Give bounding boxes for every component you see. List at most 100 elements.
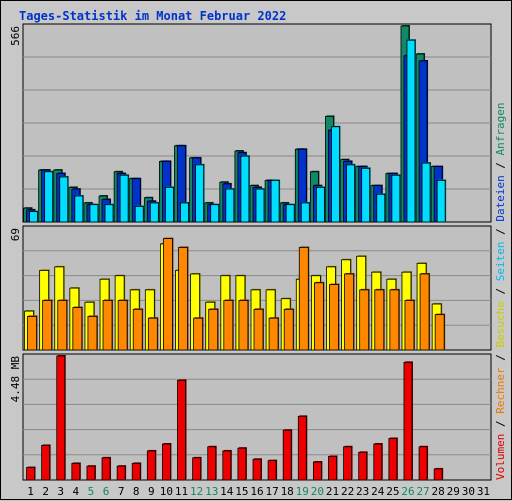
bar-volumen — [146, 450, 156, 481]
bar-volumen — [433, 468, 443, 481]
bar-volumen — [282, 429, 292, 481]
bar-seiten — [315, 186, 325, 223]
bar-seiten — [331, 126, 340, 223]
bar-volumen — [131, 462, 141, 481]
x-tick-label: 19 — [296, 485, 309, 498]
bar-volumen — [328, 456, 337, 481]
bar-seiten — [240, 155, 250, 223]
bar-rechner — [374, 289, 385, 351]
x-tick-label: 30 — [462, 485, 475, 498]
legend-entry: / — [494, 222, 507, 242]
right-legend: Volumen / Rechner / Besuche / Seiten / D… — [494, 102, 507, 480]
bar-seiten — [270, 180, 280, 223]
y-max-label-top: 566 — [9, 26, 22, 46]
x-tick-label: 29 — [447, 485, 460, 498]
bar-volumen — [418, 446, 428, 481]
bar-seiten — [89, 204, 99, 223]
bar-rechner — [404, 300, 415, 351]
x-tick-label: 7 — [118, 485, 125, 498]
x-tick-label: 4 — [73, 485, 80, 498]
legend-entry: Anfragen — [494, 102, 507, 155]
y-max-label-bottom: 4.48 MB — [9, 356, 22, 403]
bar-seiten — [361, 167, 371, 223]
x-tick-label: 13 — [205, 485, 218, 498]
bar-volumen — [237, 447, 247, 481]
bar-rechner — [419, 273, 430, 351]
bar-rechner — [27, 316, 37, 351]
bar-rechner — [283, 308, 294, 351]
bar-seiten — [436, 180, 446, 223]
x-tick-label: 22 — [341, 485, 354, 498]
x-tick-label: 26 — [401, 485, 414, 498]
bar-volumen — [192, 457, 202, 481]
bar-rechner — [313, 282, 324, 351]
x-tick-label: 11 — [175, 485, 188, 498]
legend-entry: Volumen — [494, 434, 507, 480]
bar-volumen — [358, 451, 368, 481]
bar-volumen — [222, 450, 232, 481]
legend-entry: / — [494, 281, 507, 301]
bar-rechner — [298, 247, 309, 351]
bar-volumen — [403, 361, 413, 481]
legend-entry: Dateien — [494, 175, 507, 221]
bar-seiten — [180, 202, 189, 223]
bar-volumen — [116, 465, 126, 481]
bar-seiten — [119, 174, 129, 223]
bar-seiten — [29, 211, 38, 223]
bar-volumen — [26, 467, 35, 481]
bar-rechner — [268, 317, 279, 351]
x-tick-label: 14 — [220, 485, 234, 498]
bar-seiten — [149, 202, 159, 223]
bar-seiten — [74, 195, 84, 223]
x-tick-label: 20 — [311, 485, 324, 498]
bar-seiten — [165, 186, 174, 223]
bar-volumen — [56, 355, 66, 481]
x-tick-label: 31 — [477, 485, 490, 498]
legend-entry: Rechner — [494, 367, 507, 414]
bar-rechner — [57, 300, 68, 351]
bar-volumen — [71, 462, 81, 481]
bar-seiten — [225, 188, 235, 223]
bar-seiten — [255, 188, 265, 223]
bar-rechner — [117, 300, 128, 351]
bar-volumen — [297, 415, 307, 481]
bar-volumen — [86, 465, 96, 481]
x-tick-label: 24 — [371, 485, 385, 498]
bar-rechner — [389, 289, 400, 351]
bar-volumen — [162, 443, 171, 481]
bar-rechner — [163, 238, 173, 351]
bar-rechner — [223, 300, 234, 351]
bar-rechner — [42, 300, 53, 351]
y-max-label-middle: 69 — [9, 228, 22, 241]
bar-rechner — [193, 317, 204, 351]
x-tick-label: 1 — [27, 485, 34, 498]
legend-entry: / — [494, 414, 507, 434]
chart-title: Tages-Statistik im Monat Februar 2022 — [19, 9, 287, 23]
bar-seiten — [134, 206, 144, 223]
bar-rechner — [87, 316, 98, 351]
x-tick-label: 23 — [356, 485, 369, 498]
x-tick-label: 10 — [160, 485, 173, 498]
bar-rechner — [434, 314, 445, 351]
bar-volumen — [41, 445, 51, 481]
bar-seiten — [285, 204, 295, 223]
bar-seiten — [59, 176, 69, 223]
bar-volumen — [177, 379, 186, 481]
bar-seiten — [376, 193, 386, 223]
bar-volumen — [207, 446, 217, 481]
x-tick-label: 16 — [250, 485, 263, 498]
x-tick-label: 21 — [326, 485, 339, 498]
bar-seiten — [421, 162, 431, 223]
bar-rechner — [132, 308, 143, 351]
legend-entry: Seiten — [494, 242, 507, 282]
bar-volumen — [267, 460, 277, 481]
x-tick-label: 6 — [103, 485, 110, 498]
bar-rechner — [344, 273, 354, 351]
bar-rechner — [208, 308, 219, 351]
x-tick-label: 12 — [190, 485, 203, 498]
bar-rechner — [253, 308, 264, 351]
x-tick-label: 27 — [416, 485, 429, 498]
legend-entry: / — [494, 155, 507, 175]
x-tick-label: 18 — [281, 485, 294, 498]
